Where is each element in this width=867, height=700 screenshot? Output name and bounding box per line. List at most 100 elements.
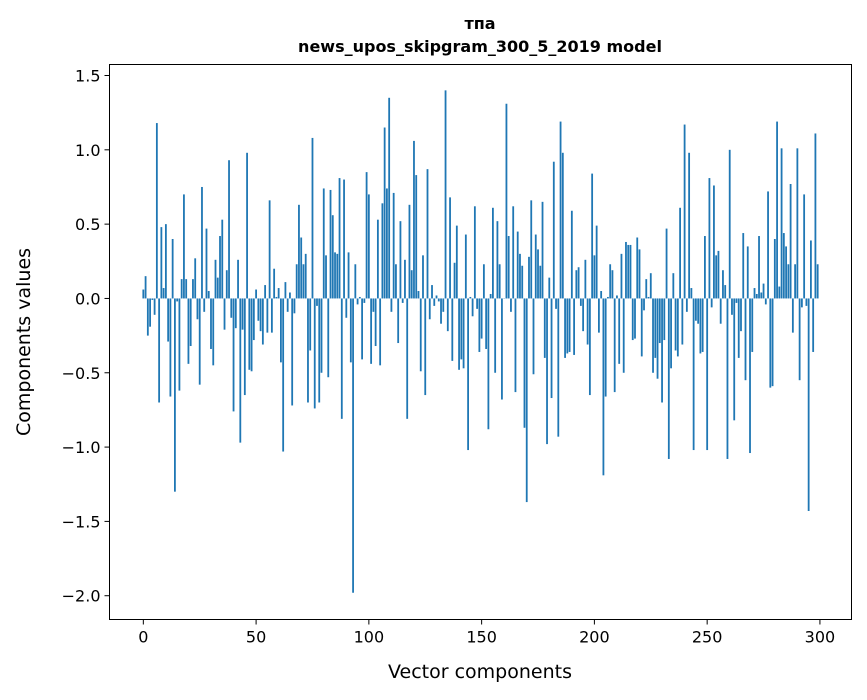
chart-title: тпа	[464, 14, 495, 33]
bar-component-96	[359, 297, 361, 298]
bar-component-203	[600, 291, 602, 298]
x-tick-label: 100	[354, 628, 385, 647]
bar-component-119	[411, 270, 413, 298]
bar-component-253	[713, 185, 715, 298]
bar-component-194	[580, 298, 582, 305]
bar-component-257	[722, 270, 724, 298]
bar-component-120	[413, 141, 415, 299]
bar-component-237	[677, 298, 679, 356]
bar-component-260	[729, 150, 731, 299]
bar-component-287	[790, 184, 792, 298]
bar-component-299	[817, 264, 819, 298]
bar-component-118	[409, 205, 411, 299]
bar-component-38	[228, 160, 230, 298]
bar-component-297	[812, 298, 814, 352]
bar-component-252	[711, 298, 713, 307]
bar-component-247	[699, 298, 701, 353]
bar-component-7	[158, 298, 160, 402]
bar-component-28	[206, 229, 208, 299]
bar-component-164	[512, 206, 514, 298]
bar-component-63	[285, 282, 287, 298]
bar-component-79	[321, 298, 323, 372]
bar-component-49	[253, 298, 255, 340]
bar-component-244	[693, 298, 695, 450]
bar-component-21	[190, 298, 192, 346]
bar-component-162	[508, 236, 510, 298]
bar-component-95	[357, 298, 359, 304]
bar-component-101	[370, 298, 372, 363]
bar-component-94	[354, 264, 356, 298]
bar-component-147	[474, 206, 476, 298]
bar-component-55	[266, 298, 268, 332]
bar-component-264	[738, 298, 740, 357]
bar-component-20	[188, 298, 190, 363]
bar-component-131	[438, 298, 440, 301]
bar-component-155	[492, 208, 494, 299]
bar-component-1	[145, 276, 147, 298]
bar-component-266	[742, 233, 744, 298]
x-tick-label: 50	[246, 628, 266, 647]
chart-subtitle: news_upos_skipgram_300_5_2019 model	[298, 37, 662, 56]
bar-component-29	[208, 291, 210, 298]
bar-component-141	[460, 298, 462, 359]
bar-component-217	[632, 298, 634, 340]
bar-component-91	[348, 252, 350, 298]
bar-component-104	[377, 220, 379, 299]
bar-component-34	[219, 236, 221, 298]
bar-component-158	[499, 264, 501, 298]
bar-component-98	[363, 298, 365, 302]
bar-component-278	[769, 298, 771, 387]
bar-component-283	[781, 148, 783, 298]
bar-component-288	[792, 298, 794, 332]
bar-component-214	[625, 242, 627, 298]
bar-component-108	[386, 188, 388, 298]
bar-component-268	[747, 246, 749, 298]
bar-component-135	[447, 298, 449, 331]
bar-component-35	[221, 220, 223, 299]
bar-component-154	[490, 294, 492, 298]
bar-component-209	[614, 298, 616, 392]
bar-component-157	[497, 221, 499, 298]
bar-component-0	[142, 290, 144, 299]
bar-component-107	[384, 128, 386, 299]
bar-component-71	[303, 264, 305, 298]
bar-component-140	[458, 298, 460, 369]
bar-component-221	[641, 298, 643, 356]
y-tick-label: 1.5	[75, 66, 100, 85]
bar-component-265	[740, 298, 742, 331]
bar-component-143	[465, 235, 467, 299]
bar-component-193	[578, 267, 580, 298]
bar-component-175	[537, 249, 539, 298]
bar-component-228	[657, 298, 659, 378]
bar-component-50	[255, 290, 257, 299]
bar-component-230	[661, 298, 663, 402]
bar-component-292	[801, 298, 803, 307]
bar-component-61	[280, 298, 282, 362]
bar-component-184	[557, 298, 559, 436]
bar-component-92	[350, 298, 352, 362]
bar-component-99	[366, 172, 368, 298]
bar-component-220	[639, 249, 641, 298]
bar-component-56	[269, 200, 271, 298]
bar-component-13	[172, 239, 174, 298]
bar-component-43	[239, 298, 241, 442]
bar-component-248	[702, 298, 704, 352]
bar-component-4	[151, 298, 153, 299]
bar-component-258	[724, 285, 726, 298]
y-tick-label: 1.0	[75, 141, 100, 160]
bar-component-170	[526, 298, 528, 502]
bar-component-68	[296, 264, 298, 298]
bar-component-168	[521, 266, 523, 299]
bar-component-12	[169, 298, 171, 396]
bar-component-188	[566, 298, 568, 353]
bar-component-181	[551, 298, 553, 398]
bar-component-173	[533, 298, 535, 374]
bar-component-231	[663, 298, 665, 340]
bar-component-39	[230, 298, 232, 317]
bar-component-213	[623, 298, 625, 372]
bar-component-218	[634, 298, 636, 338]
bar-component-139	[456, 226, 458, 299]
bar-component-14	[174, 298, 176, 491]
bar-component-132	[440, 298, 442, 323]
